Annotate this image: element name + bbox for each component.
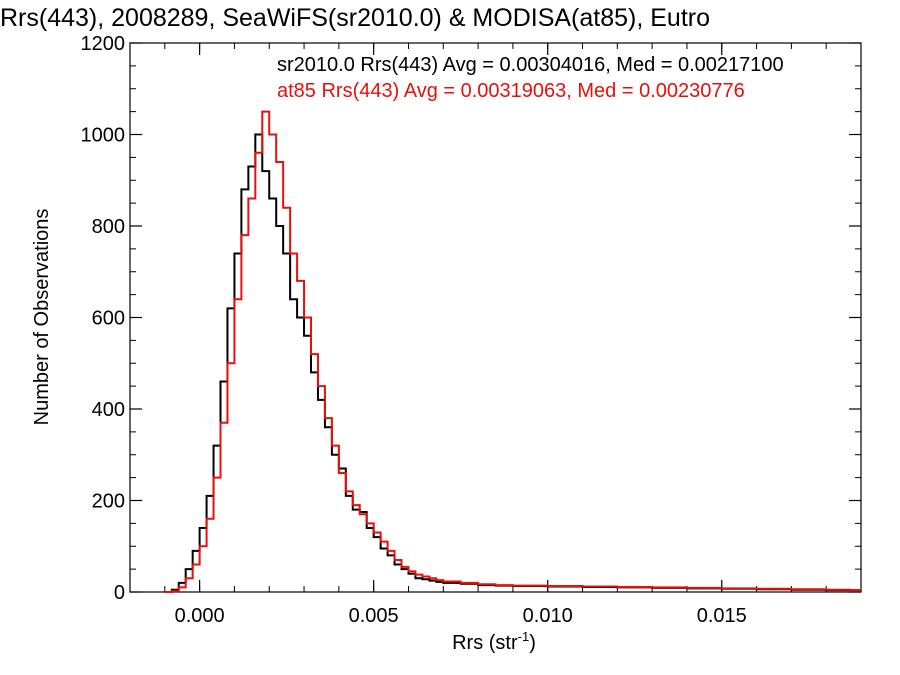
y-tick-label: 200 (92, 491, 125, 513)
chart-title: Rrs(443), 2008289, SeaWiFS(sr2010.0) & M… (0, 4, 710, 32)
y-tick-label: 0 (114, 582, 125, 604)
x-tick-label: 0.015 (697, 605, 747, 627)
plot-frame (129, 42, 862, 593)
x-axis-label-superscript: -1 (518, 629, 530, 644)
y-axis-label: Number of Observations (31, 209, 53, 426)
y-tick-label: 800 (92, 216, 125, 238)
series-line-sr2010-0 (164, 133, 861, 593)
x-axis-ticks: 0.000 0.005 0.010 0.015 (129, 43, 862, 627)
x-axis-label: Rrs (str-1) (452, 629, 536, 654)
series-layer (164, 110, 861, 593)
y-tick-label: 600 (92, 308, 125, 330)
x-tick-label: 0.000 (175, 605, 225, 627)
y-tick-label: 1200 (81, 33, 126, 55)
x-tick-label: 0.010 (523, 605, 573, 627)
legend: sr2010.0 Rrs(443) Avg = 0.00304016, Med … (277, 54, 784, 102)
y-axis-ticks: 0 200 400 600 800 1000 1200 (81, 33, 861, 604)
series-line-at85 (164, 110, 861, 593)
y-tick-label: 1000 (81, 125, 126, 147)
legend-entry-at85: at85 Rrs(443) Avg = 0.00319063, Med = 0.… (277, 80, 745, 102)
legend-entry-sr2010: sr2010.0 Rrs(443) Avg = 0.00304016, Med … (277, 54, 784, 76)
y-tick-label: 400 (92, 399, 125, 421)
x-axis-label-close: ) (529, 632, 536, 654)
plot-border (129, 42, 862, 593)
x-tick-label: 0.005 (349, 605, 399, 627)
x-axis-label-main: Rrs (str (452, 632, 518, 654)
